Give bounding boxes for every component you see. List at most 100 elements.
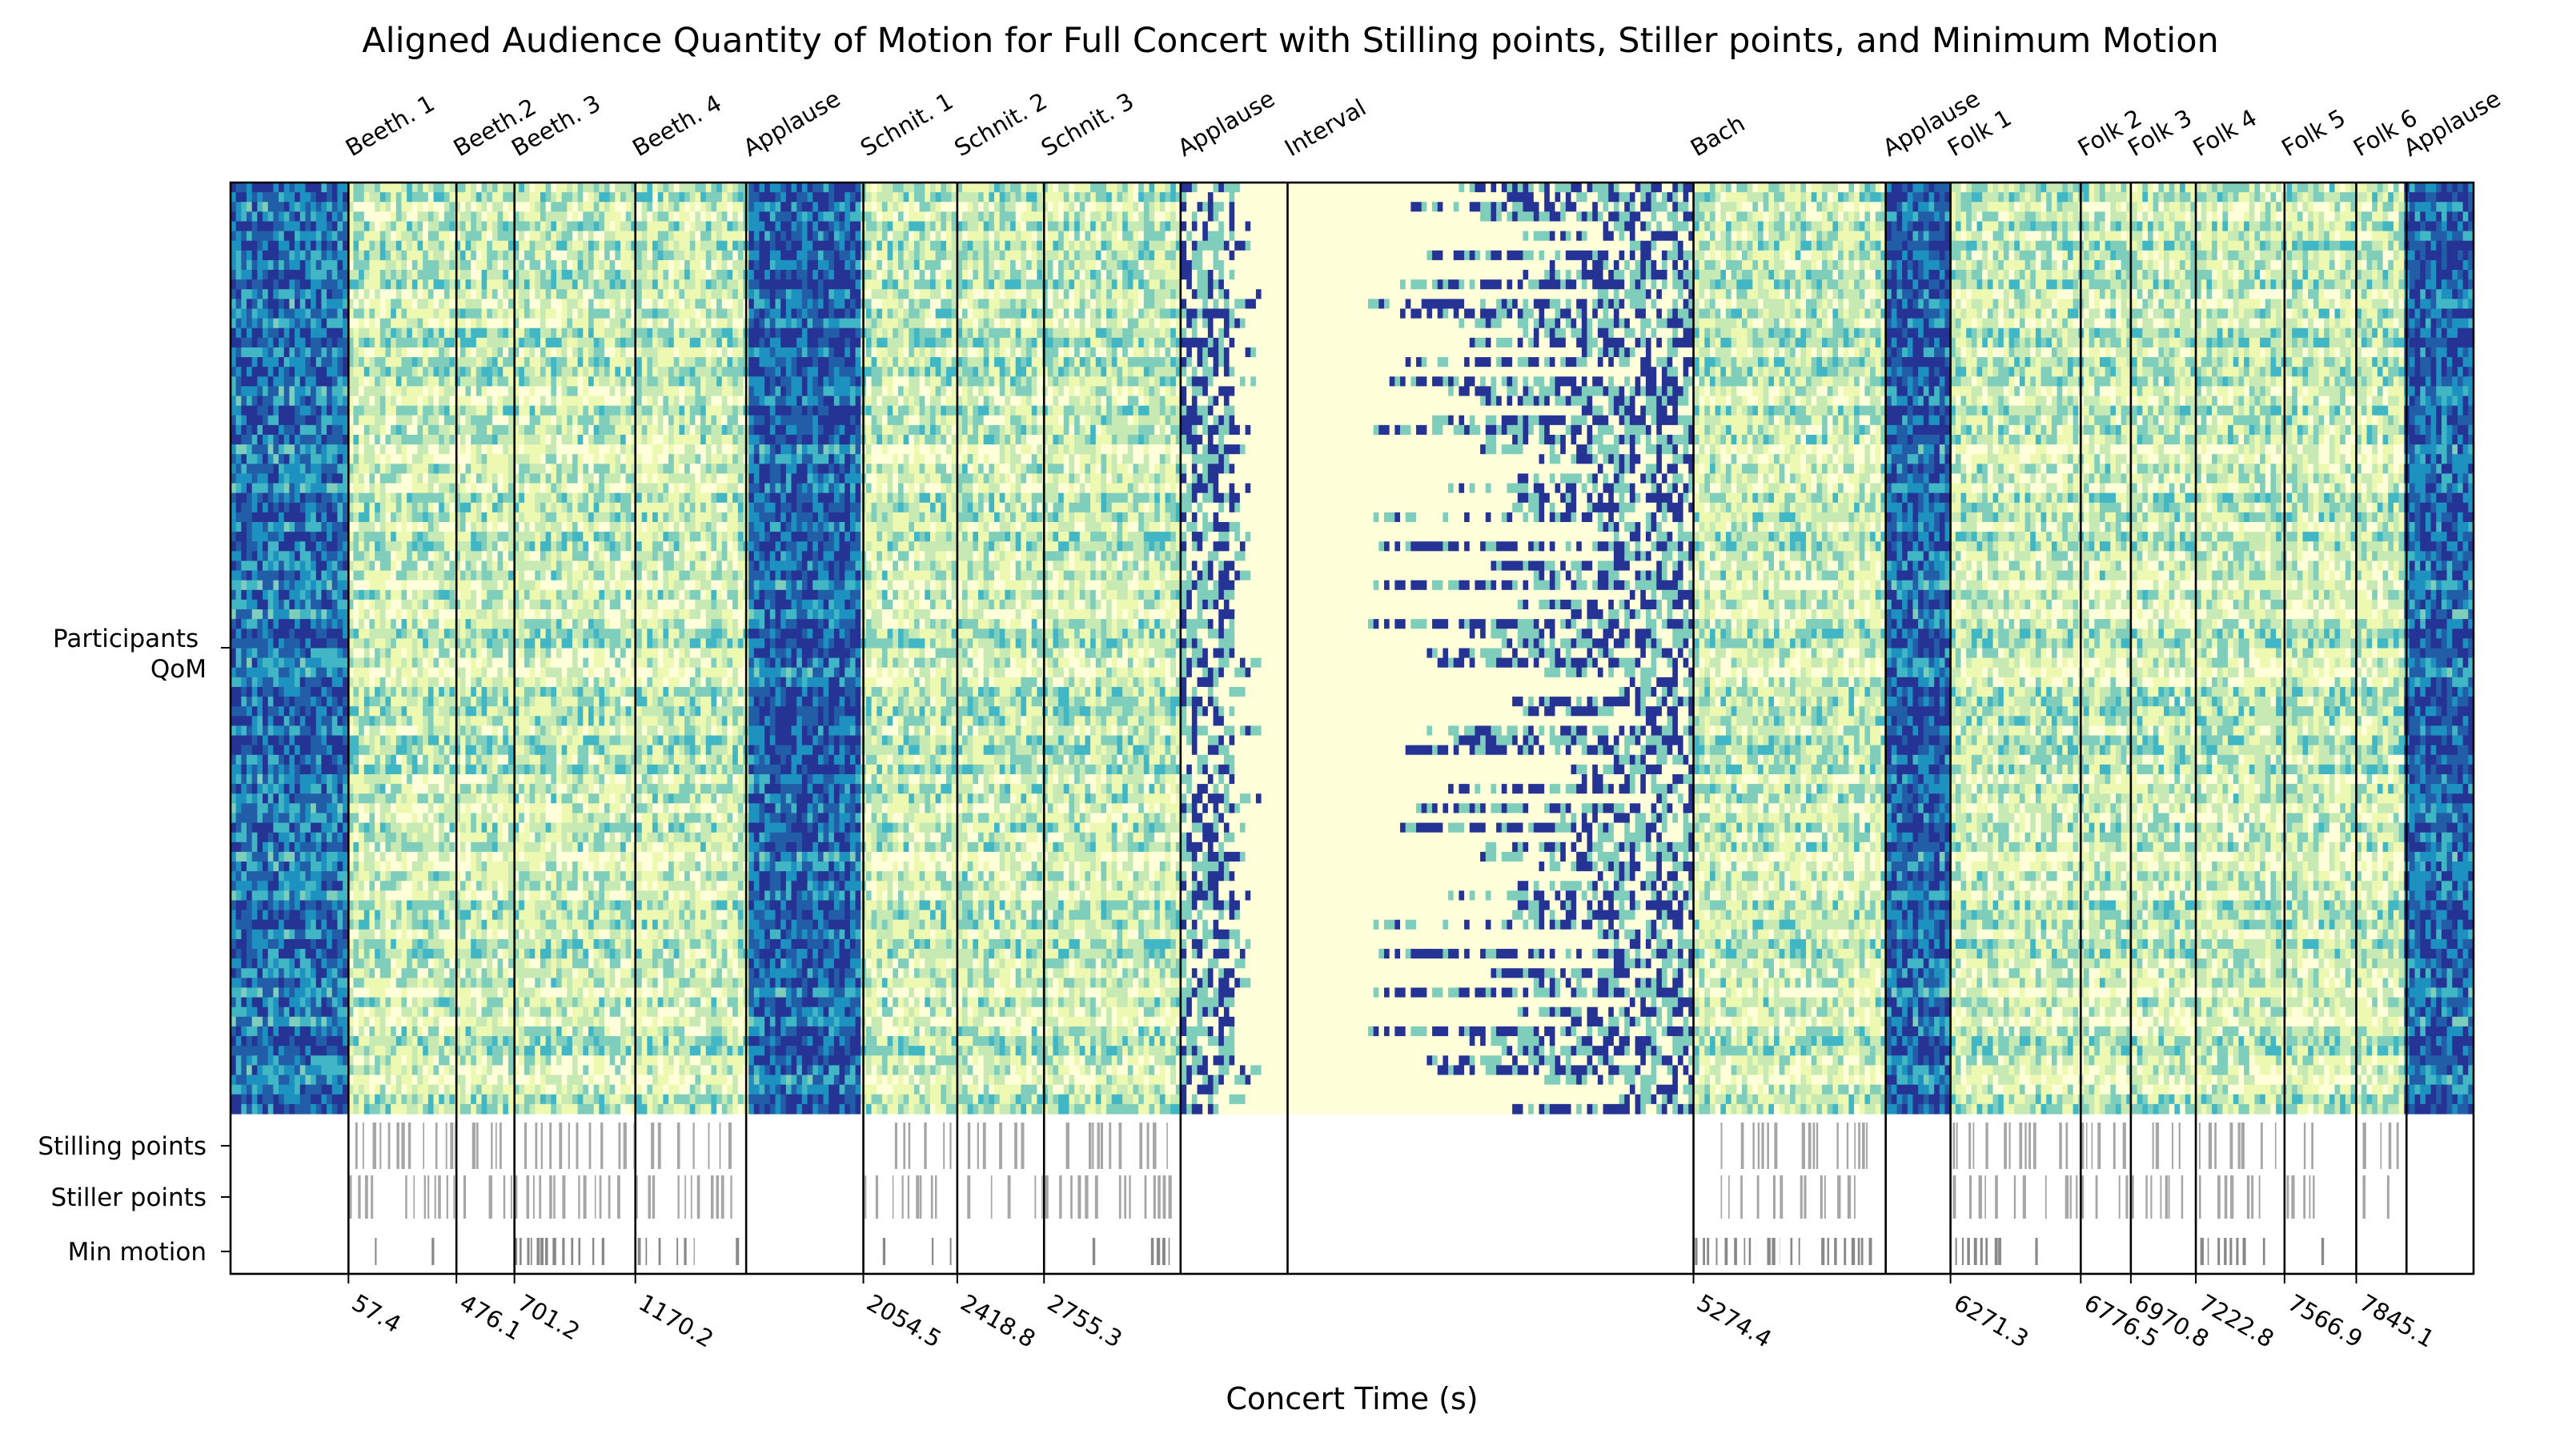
heatmap-cell <box>1507 251 1512 261</box>
heatmap-cell <box>1704 221 1710 231</box>
heatmap-cell <box>1630 183 1635 193</box>
heatmap-cell <box>2340 221 2345 231</box>
heatmap-cell <box>1929 211 1935 222</box>
heatmap-cell <box>877 192 882 203</box>
heatmap-cell <box>482 231 488 242</box>
heatmap-cell <box>2212 251 2217 261</box>
heatmap-cell <box>1913 231 1919 242</box>
heatmap-cell <box>1278 183 1283 193</box>
heatmap-cell <box>2426 183 2431 193</box>
heatmap-cell <box>1598 251 1603 261</box>
heatmap-cell <box>1074 241 1080 251</box>
heatmap-cell <box>620 211 626 222</box>
heatmap-cell <box>2329 221 2335 231</box>
heatmap-cell <box>1362 211 1368 222</box>
heatmap-cell <box>1998 211 2004 222</box>
heatmap-cell <box>519 183 524 193</box>
heatmap-cell <box>1122 231 1128 242</box>
heatmap-cell <box>829 202 834 212</box>
heatmap-cell <box>727 202 732 212</box>
heatmap-cell <box>2340 192 2345 203</box>
heatmap-cell <box>1704 211 1710 222</box>
heatmap-cell <box>1117 241 1122 251</box>
heatmap-cell <box>2094 202 2100 212</box>
heatmap-cell <box>359 221 364 231</box>
heatmap-cell <box>471 221 476 231</box>
heatmap-cell <box>1592 202 1598 212</box>
heatmap-cell <box>1166 241 1171 251</box>
heatmap-cell <box>722 221 728 231</box>
heatmap-cell <box>503 183 508 193</box>
heatmap-cell <box>2452 221 2458 231</box>
heatmap-cell <box>1838 183 1844 193</box>
heatmap-cell <box>1278 231 1283 242</box>
heatmap-cell <box>909 211 914 222</box>
heatmap-cell <box>1314 211 1320 222</box>
heatmap-cell <box>2009 241 2015 251</box>
heatmap-cell <box>332 211 338 222</box>
heatmap-cell <box>920 211 925 222</box>
heatmap-cell <box>2148 231 2153 242</box>
heatmap-cell <box>1246 251 1251 261</box>
heatmap-cell <box>2409 221 2415 231</box>
heatmap-cell <box>1534 211 1539 222</box>
heatmap-cell <box>1747 202 1753 212</box>
heatmap-cell <box>588 192 594 203</box>
heatmap-cell <box>572 192 578 203</box>
heatmap-cell <box>2452 241 2458 251</box>
heatmap-cell <box>1475 202 1480 212</box>
heatmap-cell <box>236 221 242 231</box>
heatmap-cell <box>1144 241 1150 251</box>
heatmap-cell <box>1144 211 1150 222</box>
heatmap-cell <box>1149 221 1154 231</box>
heatmap-cell <box>1683 211 1689 222</box>
heatmap-cell <box>2201 221 2207 231</box>
heatmap-cell <box>1026 202 1032 212</box>
heatmap-cell <box>332 183 338 193</box>
heatmap-cell <box>2287 192 2293 203</box>
heatmap-cell <box>1502 251 1507 261</box>
heatmap-cell <box>1683 241 1689 251</box>
heatmap-cell <box>380 251 386 261</box>
heatmap-cell <box>1080 192 1085 203</box>
heatmap-cell <box>834 251 840 261</box>
heatmap-cell <box>1977 251 1983 261</box>
heatmap-cell <box>829 183 834 193</box>
heatmap-cell <box>551 211 556 222</box>
heatmap-cell <box>1598 231 1603 242</box>
heatmap-cell <box>380 221 386 231</box>
heatmap-cell <box>2442 241 2447 251</box>
heatmap-cell <box>2313 211 2319 222</box>
heatmap-cell <box>1272 231 1278 242</box>
heatmap-cell <box>1138 231 1144 242</box>
heatmap-cell <box>808 251 813 261</box>
heatmap-cell <box>2185 183 2191 193</box>
heatmap-cell <box>770 221 776 231</box>
heatmap-cell <box>1416 192 1422 203</box>
heatmap-cell <box>1624 211 1630 222</box>
heatmap-cell <box>989 221 994 231</box>
heatmap-cell <box>2009 221 2015 231</box>
heatmap-cell <box>423 202 428 212</box>
heatmap-cell <box>1806 211 1812 222</box>
heatmap-cell <box>1262 231 1267 242</box>
heatmap-cell <box>2158 251 2164 261</box>
heatmap-cell <box>1672 221 1678 231</box>
heatmap-cell <box>1496 221 1502 231</box>
heatmap-cell <box>1342 221 1347 231</box>
heatmap-cell <box>471 251 476 261</box>
heatmap-cell <box>375 241 380 251</box>
heatmap-cell <box>764 241 770 251</box>
heatmap-cell <box>2415 231 2421 242</box>
heatmap-cell <box>1844 192 1849 203</box>
heatmap-cell <box>642 231 648 242</box>
heatmap-cell <box>1592 211 1598 222</box>
heatmap-cell <box>284 231 290 242</box>
heatmap-cell <box>2431 251 2437 261</box>
heatmap-cell <box>2452 211 2458 222</box>
heatmap-cell <box>2254 183 2260 193</box>
heatmap-cell <box>1085 251 1090 261</box>
heatmap-cell <box>1908 251 1913 261</box>
heatmap-cell <box>1582 183 1587 193</box>
heatmap-cell <box>1336 251 1342 261</box>
